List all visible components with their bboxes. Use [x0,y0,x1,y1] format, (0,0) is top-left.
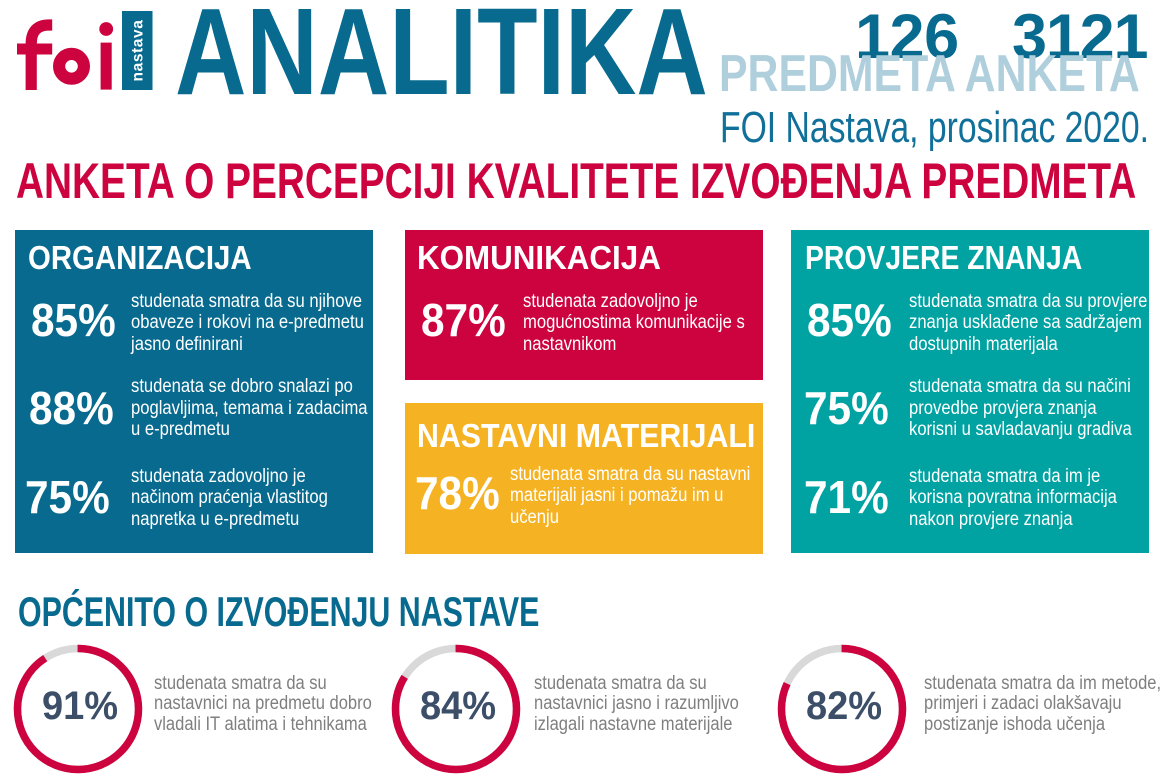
svg-text:nastava: nastava [129,20,146,82]
